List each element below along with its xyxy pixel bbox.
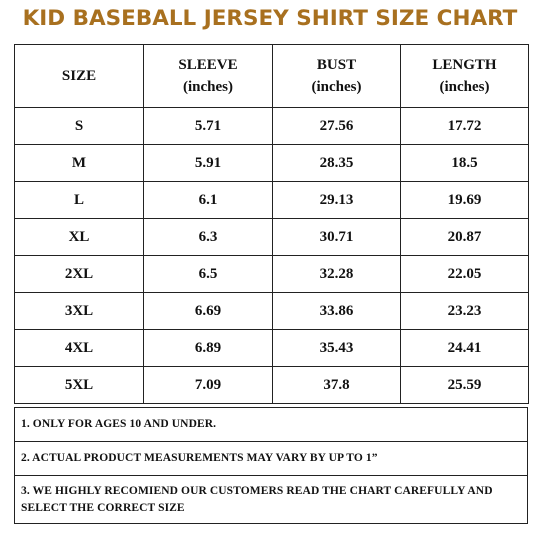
cell-sleeve: 6.1	[143, 181, 273, 219]
cell-size: S	[14, 107, 144, 145]
cell-size: XL	[14, 218, 144, 256]
cell-sleeve: 6.69	[143, 292, 273, 330]
table-row: S 5.71 27.56 17.72	[14, 107, 529, 145]
table-row: M 5.91 28.35 18.5	[14, 144, 529, 182]
cell-length: 17.72	[400, 107, 529, 145]
table-row: 3XL 6.69 33.86 23.23	[14, 292, 529, 330]
header-size: SIZE	[14, 44, 144, 108]
cell-size: 5XL	[14, 366, 144, 404]
size-chart-table: SIZE SLEEVE (inches) BUST (inches) LENGT…	[14, 44, 529, 404]
cell-bust: 35.43	[272, 329, 401, 367]
header-length-label: LENGTH	[432, 57, 497, 73]
cell-size: L	[14, 181, 144, 219]
cell-bust: 28.35	[272, 144, 401, 182]
note-ages: 1. ONLY FOR AGES 10 AND UNDER.	[14, 407, 528, 442]
header-bust: BUST (inches)	[272, 44, 401, 108]
note-row: 1. ONLY FOR AGES 10 AND UNDER.	[14, 407, 528, 442]
cell-bust: 30.71	[272, 218, 401, 256]
table-row: 4XL 6.89 35.43 24.41	[14, 329, 529, 367]
header-sleeve-unit: (inches)	[183, 79, 233, 95]
chart-title: KID BASEBALL JERSEY SHIRT SIZE CHART	[22, 6, 518, 31]
cell-sleeve: 6.89	[143, 329, 273, 367]
header-bust-label: BUST	[316, 57, 357, 73]
cell-length: 23.23	[400, 292, 529, 330]
table-row: 2XL 6.5 32.28 22.05	[14, 255, 529, 293]
header-sleeve: SLEEVE (inches)	[143, 44, 273, 108]
note-measurement-variance: 2. ACTUAL PRODUCT MEASUREMENTS MAY VARY …	[14, 441, 528, 476]
header-length: LENGTH (inches)	[400, 44, 529, 108]
cell-length: 24.41	[400, 329, 529, 367]
note-row: 2. ACTUAL PRODUCT MEASUREMENTS MAY VARY …	[14, 441, 528, 476]
note-row: 3. WE HIGHLY RECOMIEND OUR CUSTOMERS REA…	[14, 475, 528, 524]
header-sleeve-label: SLEEVE	[178, 57, 238, 73]
cell-bust: 32.28	[272, 255, 401, 293]
cell-length: 22.05	[400, 255, 529, 293]
header-bust-unit: (inches)	[311, 79, 362, 95]
note-read-chart: 3. WE HIGHLY RECOMIEND OUR CUSTOMERS REA…	[14, 475, 528, 524]
notes-table: 1. ONLY FOR AGES 10 AND UNDER. 2. ACTUAL…	[14, 407, 528, 524]
cell-length: 18.5	[400, 144, 529, 182]
header-length-unit: (inches)	[439, 79, 490, 95]
cell-bust: 27.56	[272, 107, 401, 145]
table-row: 5XL 7.09 37.8 25.59	[14, 366, 529, 404]
cell-sleeve: 7.09	[143, 366, 273, 404]
cell-sleeve: 5.71	[143, 107, 273, 145]
cell-size: M	[14, 144, 144, 182]
cell-sleeve: 6.5	[143, 255, 273, 293]
table-row: L 6.1 29.13 19.69	[14, 181, 529, 219]
cell-length: 25.59	[400, 366, 529, 404]
cell-size: 2XL	[14, 255, 144, 293]
cell-bust: 37.8	[272, 366, 401, 404]
cell-size: 3XL	[14, 292, 144, 330]
cell-length: 20.87	[400, 218, 529, 256]
cell-bust: 33.86	[272, 292, 401, 330]
table-header-row: SIZE SLEEVE (inches) BUST (inches) LENGT…	[14, 44, 529, 108]
cell-sleeve: 5.91	[143, 144, 273, 182]
cell-bust: 29.13	[272, 181, 401, 219]
cell-length: 19.69	[400, 181, 529, 219]
cell-sleeve: 6.3	[143, 218, 273, 256]
cell-size: 4XL	[14, 329, 144, 367]
table-row: XL 6.3 30.71 20.87	[14, 218, 529, 256]
